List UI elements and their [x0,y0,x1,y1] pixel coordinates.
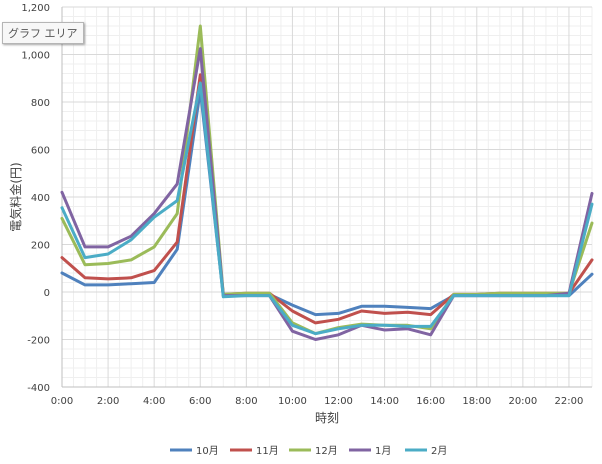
y-tick-label: 600 [31,146,50,157]
legend-label: 2月 [431,445,447,457]
series-line-5 [60,81,594,336]
x-tick-label: 2:00 [97,396,119,407]
x-tick-label: 18:00 [462,396,491,407]
x-tick-label: 22:00 [555,396,584,407]
y-tick-label: 200 [31,241,50,252]
x-tick-label: 4:00 [143,396,165,407]
y-axis-title: 電気料金(円) [8,162,23,231]
chart-area-tooltip: グラフ エリア [2,22,84,44]
x-tick-label: 20:00 [508,396,537,407]
x-tick-label: 12:00 [324,396,353,407]
y-tick-label: 400 [31,193,50,204]
x-tick-label: 10:00 [278,396,307,407]
x-tick-label: 0:00 [51,396,73,407]
x-axis-title: 時刻 [315,411,339,425]
y-tick-label: 0 [44,288,50,299]
x-tick-label: 6:00 [189,396,211,407]
y-tick-label: 1,000 [21,51,50,62]
y-tick-label: -400 [27,383,50,394]
x-tick-label: 14:00 [370,396,399,407]
legend-label: 12月 [315,445,338,457]
y-tick-label: 1,200 [21,3,50,14]
x-tick-label: 8:00 [235,396,257,407]
x-tick-label: 16:00 [416,396,445,407]
legend-label: 1月 [375,445,391,457]
y-tick-label: -200 [27,336,50,347]
y-tick-label: 800 [31,98,50,109]
legend-label: 11月 [256,445,279,457]
legend-label: 10月 [196,445,219,457]
